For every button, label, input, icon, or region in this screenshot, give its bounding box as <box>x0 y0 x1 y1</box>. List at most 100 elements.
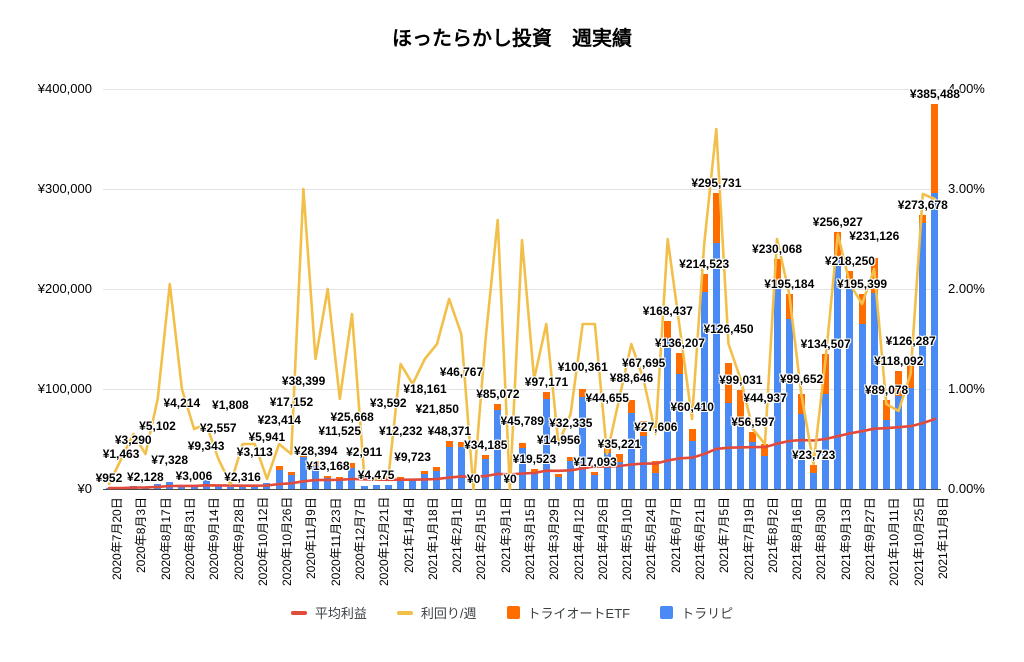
x-axis-tick-label: 2020年8月17日 <box>158 497 173 580</box>
bar-segment-triauto-etf <box>700 274 708 293</box>
bar-segment-triauto-etf <box>858 293 866 324</box>
legend-label: トラリピ <box>681 606 734 621</box>
x-axis-tick-label: 2020年10月12日 <box>255 496 270 586</box>
bar-segment-triauto-etf <box>287 471 295 475</box>
x-axis-tick-label: 2021年5月10日 <box>620 497 635 580</box>
bar-value-label: ¥256,927 <box>812 215 863 230</box>
chart-title: ほったらかし投資 週実績 <box>392 28 632 50</box>
x-axis-tick-label: 2021年10月11日 <box>887 497 902 586</box>
x-axis-tick-label: 2021年5月24日 <box>644 497 659 580</box>
bar-value-label: ¥126,450 <box>703 321 754 336</box>
bar-segment-toraripi <box>530 472 538 489</box>
bar-value-label: ¥218,250 <box>824 253 875 268</box>
bar-segment-toraripi <box>712 243 720 489</box>
bar-value-label: ¥88,646 <box>609 371 654 386</box>
y-axis-tick-label-left: ¥100,000 <box>37 381 92 396</box>
bar-value-label: ¥214,523 <box>679 257 730 272</box>
bar-segment-toraripi <box>894 395 902 489</box>
x-axis-tick-label: 2021年2月1日 <box>450 496 465 573</box>
bar-value-label: ¥60,410 <box>670 399 714 414</box>
x-axis-tick-label: 2020年8月3日 <box>134 496 149 573</box>
bar-value-label: ¥45,789 <box>500 414 544 429</box>
bar-segment-toraripi <box>591 474 599 489</box>
bar-value-label: ¥952 <box>95 471 123 486</box>
bar-segment-toraripi <box>433 471 441 489</box>
bar-value-label: ¥27,606 <box>634 420 678 435</box>
bar-segment-toraripi <box>457 447 465 489</box>
legend-item-1: 利回り/週 <box>396 603 477 622</box>
bar-segment-toraripi <box>117 487 125 489</box>
bar-value-label: ¥44,937 <box>743 391 787 406</box>
bar-value-label: ¥385,488 <box>909 86 960 101</box>
bar-segment-triauto-etf <box>433 467 441 472</box>
bar-segment-triauto-etf <box>554 474 562 478</box>
bar-value-label: ¥136,207 <box>654 335 705 350</box>
x-axis-tick-label: 2021年2月15日 <box>474 497 489 580</box>
bar-segment-toraripi <box>372 484 380 489</box>
bar-value-label: ¥14,956 <box>536 433 581 448</box>
bar-value-label: ¥67,695 <box>621 356 666 371</box>
bar-value-label: ¥3,006 <box>175 468 213 483</box>
bar-value-label: ¥17,152 <box>269 394 314 409</box>
bar-segment-toraripi <box>336 479 344 489</box>
bar-value-label: ¥195,184 <box>764 276 815 291</box>
y-axis-tick-label-right: 0.00% <box>948 481 985 496</box>
bar-value-label: ¥56,597 <box>731 415 775 430</box>
bar-value-label: ¥34,185 <box>464 437 508 452</box>
bar-value-label: ¥295,731 <box>691 176 742 191</box>
bar-value-label: ¥28,394 <box>294 443 338 458</box>
legend-label: 平均利益 <box>314 606 367 621</box>
x-axis-tick-label: 2021年8月16日 <box>790 497 805 580</box>
bar-value-label: ¥38,399 <box>281 373 326 388</box>
bar-value-label: ¥35,221 <box>597 436 642 451</box>
bar-segment-toraripi <box>324 478 332 489</box>
bar-segment-toraripi <box>907 387 915 489</box>
bar-segment-toraripi <box>409 479 417 489</box>
bar-segment-triauto-etf <box>591 471 599 475</box>
bar-value-label: ¥17,093 <box>573 454 617 469</box>
legend: 平均利益 利回り/週 トライオートETF トラリピ <box>0 603 1024 622</box>
x-axis-tick-label: 2020年12月7日 <box>352 497 367 580</box>
gridline <box>103 489 941 490</box>
y-axis-tick-label-left: ¥300,000 <box>37 181 92 196</box>
bar-value-label: ¥2,128 <box>127 469 164 484</box>
bar-segment-toraripi <box>360 486 368 489</box>
bar-segment-toraripi <box>227 487 235 489</box>
bar-segment-triauto-etf <box>542 391 550 399</box>
bar-segment-triauto-etf <box>482 454 490 459</box>
x-axis-tick-label: 2021年6月21日 <box>693 497 708 580</box>
bar-segment-toraripi <box>482 458 490 489</box>
x-axis-tick-label: 2021年11月8日 <box>935 497 950 579</box>
legend-swatch-line <box>396 610 413 615</box>
bar-value-label: ¥44,655 <box>585 391 629 406</box>
gridline <box>103 89 941 90</box>
bar-segment-triauto-etf <box>652 461 660 474</box>
bar-segment-triauto-etf <box>749 432 757 443</box>
bar-value-label: ¥11,525 <box>318 424 362 439</box>
bar-segment-toraripi <box>688 440 696 489</box>
bar-value-label: ¥273,678 <box>897 198 948 213</box>
bar-segment-triauto-etf <box>919 215 927 224</box>
legend-swatch-square <box>506 606 520 619</box>
bar-value-label: ¥23,414 <box>257 412 301 427</box>
y-axis-tick-label-left: ¥400,000 <box>37 81 92 96</box>
bar-value-label: ¥230,068 <box>752 241 803 256</box>
bar-segment-triauto-etf <box>445 440 453 447</box>
x-axis-tick-label: 2020年10月26日 <box>280 496 295 586</box>
y-axis-tick-label-right: 4.00% <box>948 81 985 96</box>
bar-segment-triauto-etf <box>797 394 805 415</box>
gridline <box>103 289 941 290</box>
x-axis-tick-label: 2020年12月21日 <box>377 496 392 586</box>
x-axis-tick-label: 2021年4月26日 <box>595 497 610 580</box>
bar-value-label: ¥195,399 <box>837 276 888 291</box>
bar-segment-toraripi <box>251 485 259 489</box>
bar-value-label: ¥0 <box>503 472 517 486</box>
bar-segment-toraripi <box>129 485 137 489</box>
bar-segment-toraripi <box>263 483 271 489</box>
bar-segment-triauto-etf <box>809 465 817 474</box>
bar-segment-toraripi <box>142 486 149 489</box>
gridline <box>103 189 941 190</box>
bar-segment-toraripi <box>652 473 660 489</box>
bar-value-label: ¥99,652 <box>779 372 824 387</box>
